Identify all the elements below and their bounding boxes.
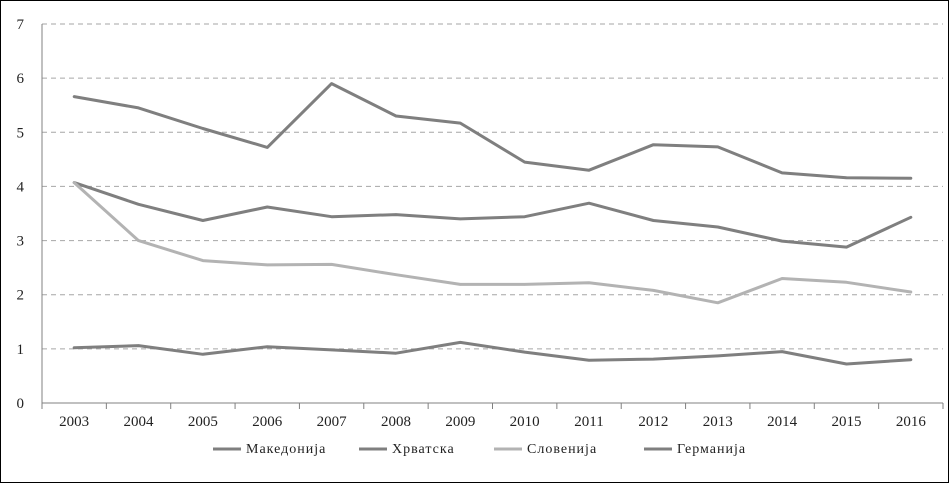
- legend: Македонија Хрватска Словенија Германија: [213, 442, 746, 457]
- data-point: [523, 283, 526, 286]
- x-tick-label: 2009: [445, 414, 475, 430]
- data-point: [780, 171, 784, 175]
- x-tick-label: 2013: [703, 414, 733, 430]
- x-tick-label: 2008: [381, 414, 411, 430]
- data-point: [459, 341, 462, 344]
- y-tick-label: 0: [17, 396, 25, 412]
- data-point: [330, 263, 333, 266]
- data-point: [72, 95, 76, 98]
- data-point: [909, 216, 913, 219]
- x-tick-label: 2006: [252, 414, 283, 430]
- data-point: [716, 145, 719, 149]
- x-axis-ticks: 2003 2004 2005 2006 2007 2008 2009 2010 2011 2012…: [59, 414, 926, 430]
- y-tick-label: 5: [17, 125, 25, 141]
- data-point: [716, 225, 719, 229]
- x-tick-label: 2012: [638, 414, 668, 430]
- data-point: [587, 202, 591, 205]
- data-point: [652, 143, 655, 146]
- data-point: [137, 106, 140, 110]
- data-point: [330, 348, 333, 352]
- data-point: [201, 127, 205, 130]
- x-tick-label: 2011: [574, 414, 603, 430]
- data-point: [137, 344, 140, 347]
- x-tick-label: 2014: [767, 414, 798, 430]
- series-line-1: [72, 181, 913, 249]
- data-point: [266, 263, 269, 267]
- x-tick-label: 2007: [317, 414, 348, 430]
- data-point: [845, 281, 848, 284]
- data-point: [845, 245, 848, 249]
- data-point: [587, 359, 591, 362]
- x-tick-label: 2015: [831, 414, 861, 430]
- y-tick-label: 2: [17, 288, 25, 304]
- y-tick-label: 3: [17, 234, 25, 250]
- y-axis-ticks: 0 1 2 3 4 5 6 7: [17, 17, 25, 412]
- data-point: [137, 203, 140, 206]
- data-point: [523, 350, 526, 354]
- series-line-2: [72, 181, 913, 305]
- legend-label: Германија: [677, 442, 746, 457]
- y-tick-label: 4: [17, 179, 25, 195]
- data-point: [394, 351, 398, 355]
- legend-label: Македонија: [246, 442, 326, 457]
- data-point: [909, 358, 913, 361]
- data-point: [137, 239, 140, 242]
- data-point: [780, 239, 784, 243]
- data-point: [459, 283, 462, 286]
- data-point: [201, 259, 205, 262]
- data-point: [909, 290, 913, 294]
- data-point: [72, 181, 76, 184]
- legend-label: Словенија: [527, 442, 597, 457]
- data-point: [780, 277, 784, 280]
- series-line-0: [72, 82, 913, 180]
- data-point: [201, 353, 205, 356]
- data-point: [266, 345, 269, 348]
- x-tick-label: 2010: [510, 414, 540, 430]
- x-tick-label: 2016: [896, 414, 927, 430]
- series-lines: [72, 82, 913, 366]
- data-point: [72, 346, 76, 349]
- data-point: [652, 289, 655, 292]
- legend-label: Хрватска: [392, 442, 455, 457]
- data-point: [652, 219, 655, 222]
- data-point: [587, 168, 591, 172]
- data-point: [266, 205, 269, 209]
- data-point: [523, 160, 526, 164]
- data-point: [909, 177, 913, 180]
- data-point: [330, 215, 333, 218]
- data-point: [845, 176, 848, 179]
- axes: [41, 24, 944, 409]
- data-point: [845, 362, 848, 366]
- data-point: [459, 121, 462, 125]
- data-point: [523, 215, 526, 218]
- data-point: [394, 213, 398, 216]
- y-tick-label: 6: [17, 71, 25, 87]
- data-point: [201, 219, 205, 222]
- data-point: [716, 354, 719, 358]
- data-point: [780, 350, 784, 353]
- series-line-3: [72, 340, 913, 366]
- data-point: [459, 217, 462, 221]
- data-point: [330, 82, 333, 85]
- data-point: [266, 146, 269, 149]
- y-tick-label: 1: [17, 342, 25, 358]
- data-point: [394, 273, 398, 276]
- x-tick-label: 2005: [188, 414, 218, 430]
- x-tick-label: 2004: [124, 414, 155, 430]
- y-tick-label: 7: [17, 17, 25, 33]
- data-point: [652, 357, 655, 361]
- data-point: [394, 114, 398, 118]
- x-tick-label: 2003: [59, 414, 89, 430]
- gridlines: [42, 23, 943, 350]
- data-point: [587, 281, 591, 285]
- data-point: [716, 301, 719, 305]
